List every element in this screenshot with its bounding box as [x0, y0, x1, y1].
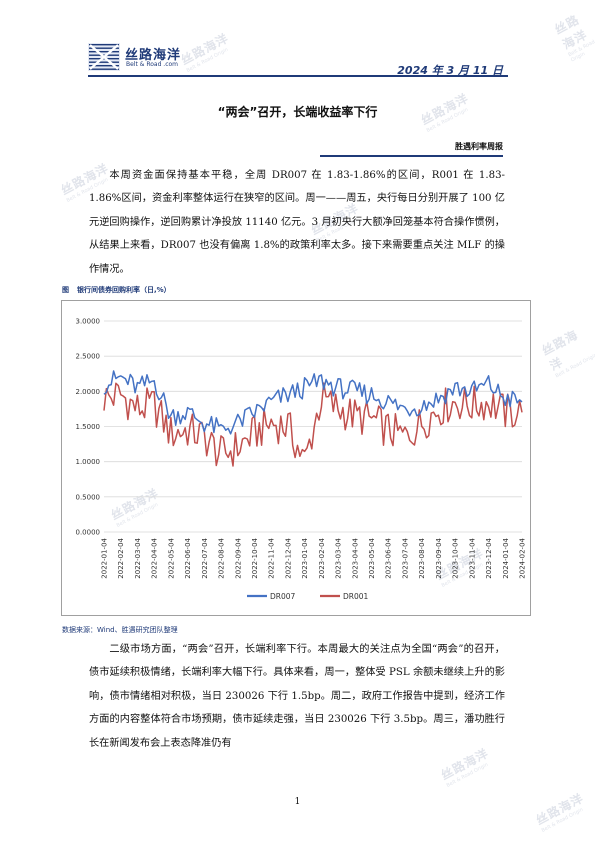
x-tick-label: 2022-02-04 — [117, 537, 125, 578]
x-tick-label: 2022-06-04 — [184, 537, 192, 578]
x-tick-label: 2023-02-04 — [318, 537, 326, 578]
logo-chinese-name: 丝路海洋 — [125, 48, 182, 63]
x-tick-label: 2023-06-04 — [385, 537, 393, 578]
x-tick-label: 2022-10-04 — [251, 537, 259, 578]
x-tick-label: 2023-07-04 — [401, 537, 409, 578]
x-tick-label: 2022-09-04 — [234, 537, 242, 578]
x-tick-label: 2022-11-04 — [268, 537, 276, 578]
paragraph: 本周资金面保持基本平稳，全周 DR007 在 1.83-1.86%的区间，R00… — [89, 170, 505, 275]
article-title: “两会”召开，长端收益率下行 — [217, 105, 378, 119]
y-tick-label: 0.0000 — [76, 529, 101, 537]
watermark: 丝路海洋 Belt & Road Origin — [552, 12, 595, 64]
x-tick-label: 2023-10-04 — [452, 537, 460, 578]
x-tick-label: 2023-08-04 — [418, 537, 426, 578]
x-tick-label: 2023-04-04 — [351, 537, 359, 578]
figure-caption: 图银行间债券回购利率（日,%） — [62, 285, 171, 295]
x-tick-label: 2022-08-04 — [218, 537, 226, 578]
y-tick-label: 3.0000 — [76, 318, 101, 326]
series-line-dr001 — [103, 382, 523, 467]
y-tick-label: 2.5000 — [76, 353, 101, 361]
column-divider — [320, 155, 503, 157]
column-tag: 胜遇利率周报 — [455, 142, 503, 151]
watermark: 丝路海洋 Belt & Road Origin — [539, 327, 595, 380]
figure-source: 数据来源：Wind、胜遇研究团队整理 — [62, 626, 178, 634]
legend-entry: DR001 — [343, 592, 369, 601]
x-tick-label: 2024-01-04 — [502, 537, 510, 578]
report-date: 2024 年 3 月 11 日 — [397, 64, 503, 77]
x-tick-label: 2022-05-04 — [167, 537, 175, 578]
x-tick-label: 2022-03-04 — [134, 537, 142, 578]
figure-label: 图 — [62, 286, 69, 294]
header-divider — [88, 75, 508, 77]
series-line-dr007 — [103, 370, 523, 435]
y-tick-label: 1.5000 — [76, 423, 101, 431]
y-tick-label: 1.0000 — [76, 458, 101, 466]
logo-english-name: Belt & Road .com — [126, 61, 179, 68]
x-tick-label: 2022-01-04 — [101, 537, 109, 578]
legend-entry: DR007 — [270, 592, 296, 601]
x-tick-label: 2023-11-04 — [468, 537, 476, 578]
x-tick-label: 2023-12-04 — [485, 537, 493, 578]
paragraph: 二级市场方面，“两会”召开，长端利率下行。本周最大的关注点为全国“两会”的召开，… — [89, 644, 505, 749]
chart-frame: 0.0000 0.5000 1.0000 1.5000 2.0000 2.5000 3.00… — [61, 300, 531, 616]
x-tick-label: 2023-05-04 — [368, 537, 376, 578]
x-tick-label: 2022-04-04 — [151, 537, 159, 578]
x-tick-label: 2023-01-04 — [301, 537, 309, 578]
page-number: 1 — [294, 797, 301, 807]
rate-line-chart: 0.0000 0.5000 1.0000 1.5000 2.0000 2.5000 3.00… — [76, 318, 527, 602]
x-tick-label: 2023-09-04 — [435, 537, 443, 578]
y-tick-label: 2.0000 — [76, 388, 101, 396]
logo-icon — [88, 43, 120, 71]
watermark: 丝路海洋 Belt & Road Origin — [533, 790, 587, 834]
figure-title: 银行间债券回购利率（日,%） — [77, 286, 171, 294]
x-tick-label: 2023-03-04 — [335, 537, 343, 578]
y-tick-label: 0.5000 — [76, 493, 101, 501]
x-tick-label: 2022-12-04 — [284, 537, 292, 578]
x-tick-label: 2024-02-04 — [519, 537, 527, 578]
x-tick-label: 2022-07-04 — [201, 537, 209, 578]
